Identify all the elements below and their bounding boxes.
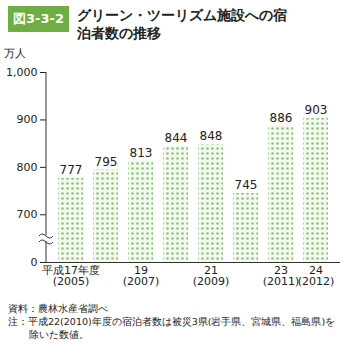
svg-text:813: 813 [130,146,153,160]
svg-text:23(2011): 23(2011) [263,264,300,288]
html-text:注：平成22(2010)年度の宿泊者数は被災3県(岩手県、宮: 注：平成22(2010)年度の宿泊者数は被災3県(岩手県、宮城県、福島県)を除い… [8,316,336,340]
svg-text:800: 800 [17,161,38,174]
svg-text:795: 795 [95,155,118,169]
svg-text:21(2009): 21(2009) [193,264,230,288]
svg-text:700: 700 [17,208,38,221]
svg-text:平成17年度(2005): 平成17年度(2005) [42,264,100,288]
html-text:図3-3-2: 図3-3-2 [13,11,64,26]
svg-text:777: 777 [60,163,83,177]
svg-text:848: 848 [200,129,223,143]
svg-text:1,000: 1,000 [6,66,38,79]
svg-text:886: 886 [270,111,293,125]
html-text:資料：農林水産省調べ: 資料：農林水産省調べ [8,303,108,314]
svg-text:24(2012): 24(2012) [298,264,335,288]
html-text:グリーン・ツーリズム施設への宿泊者数の推移: グリーン・ツーリズム施設への宿泊者数の推移 [76,7,287,41]
svg-text:900: 900 [17,113,38,126]
svg-text:745: 745 [235,178,258,192]
svg-text:0: 0 [31,256,38,269]
svg-text:万人: 万人 [4,47,26,60]
svg-text:844: 844 [165,131,188,145]
svg-text:19(2007): 19(2007) [123,264,160,288]
svg-text:903: 903 [305,103,328,117]
